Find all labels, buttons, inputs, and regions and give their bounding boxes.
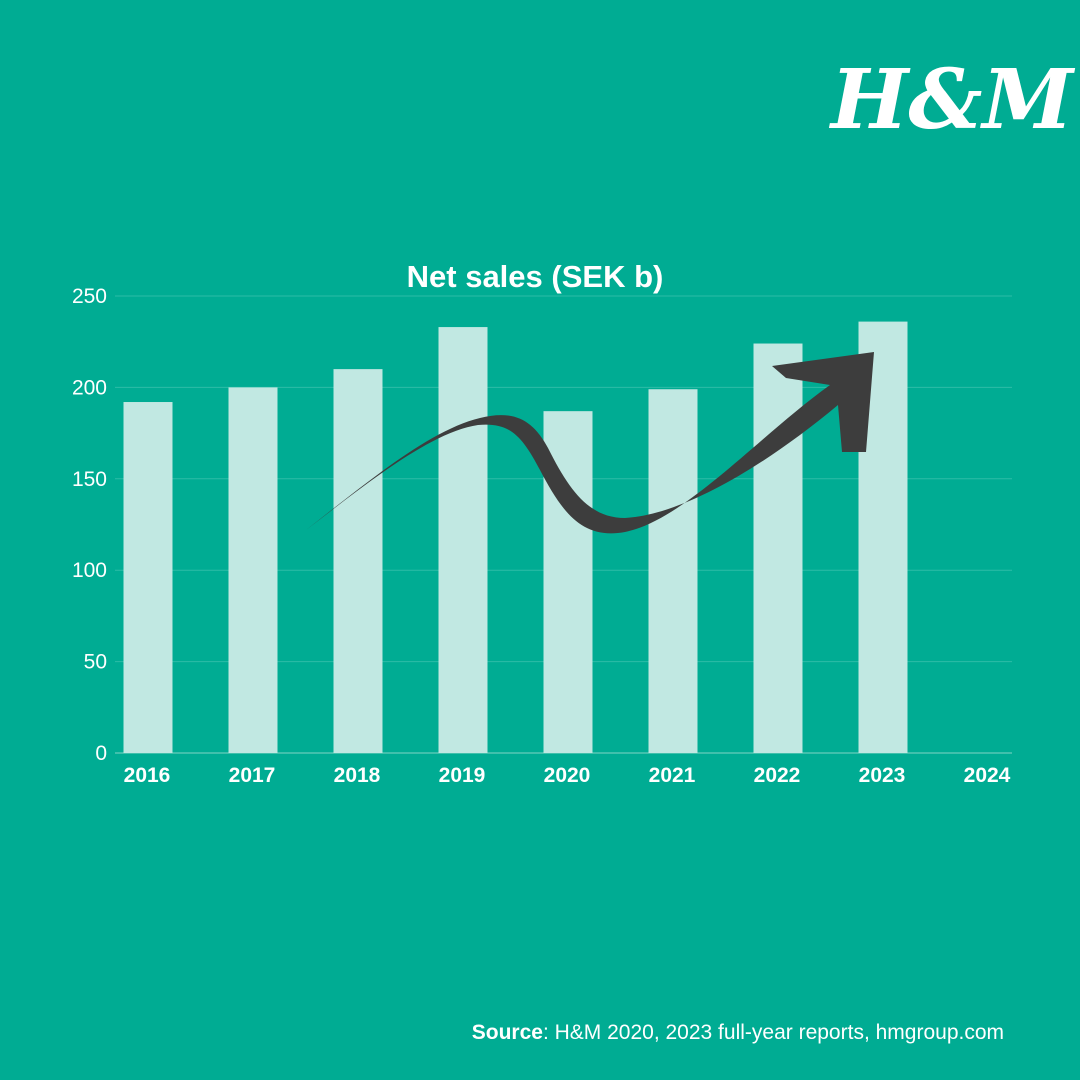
bar-2016 [123, 402, 173, 753]
x-tick-label-2023: 2023 [859, 764, 906, 787]
bar-2018 [333, 369, 383, 753]
hm-logo: H&M [829, 52, 1076, 148]
y-tick-label: 50 [84, 651, 107, 674]
source-text: : H&M 2020, 2023 full-year reports, hmgr… [542, 1021, 1004, 1044]
chart-title: Net sales (SEK b) [407, 259, 664, 294]
x-axis: 2016 2017 2018 2019 2020 2021 2022 2023 2024 [124, 764, 1011, 787]
x-tick-label-2017: 2017 [229, 764, 276, 787]
bar-2017 [228, 387, 278, 753]
x-tick-label-2016: 2016 [124, 764, 171, 787]
x-tick-label-2022: 2022 [754, 764, 801, 787]
x-tick-label-2020: 2020 [544, 764, 591, 787]
y-tick-label: 250 [72, 285, 107, 308]
x-tick-label-2021: 2021 [649, 764, 696, 787]
x-tick-label-2024: 2024 [964, 764, 1011, 787]
trend-arrow-icon [306, 352, 874, 534]
y-tick-label: 200 [72, 376, 107, 399]
source-note: Source: H&M 2020, 2023 full-year reports… [472, 1021, 1004, 1045]
bar-2019 [438, 327, 488, 753]
bar-2021 [648, 389, 698, 753]
x-tick-label-2018: 2018 [334, 764, 381, 787]
x-tick-label-2019: 2019 [439, 764, 486, 787]
bar-2022 [753, 343, 803, 753]
y-axis: 0 50 100 150 200 250 [72, 285, 107, 765]
y-tick-label: 100 [72, 559, 107, 582]
bars [123, 321, 908, 753]
y-tick-label: 0 [95, 742, 107, 765]
source-label: Source [471, 1021, 543, 1044]
y-tick-label: 150 [72, 468, 107, 491]
